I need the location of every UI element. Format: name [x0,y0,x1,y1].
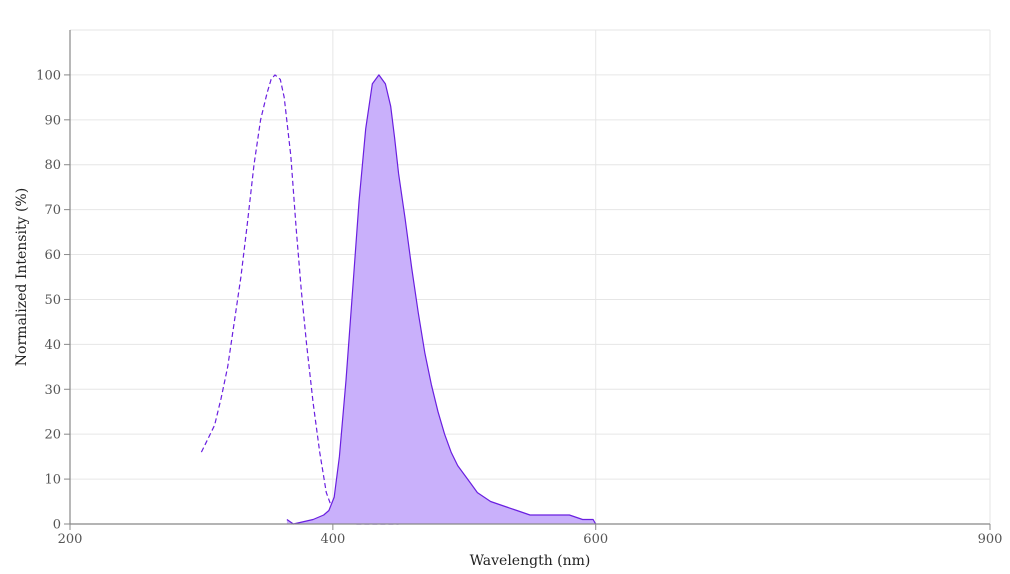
y-tick-label: 90 [44,113,61,128]
x-tick-label: 600 [583,532,608,547]
y-tick-label: 40 [44,338,61,353]
x-axis-ticks: 200 400 600 900 [58,524,1003,547]
x-tick-label: 200 [58,532,83,547]
y-tick-label: 80 [44,158,61,173]
y-tick-label: 100 [36,68,61,83]
x-tick-label: 900 [978,532,1003,547]
emission-area-fill [286,74,596,525]
y-axis-ticks: 0 10 20 30 40 50 60 70 80 90 100 [36,68,70,533]
x-axis-title: Wavelength (nm) [470,553,591,569]
y-tick-label: 30 [44,383,61,398]
spectra-layer [200,74,597,525]
y-tick-label: 70 [44,203,61,218]
y-axis-title: Normalized Intensity (%) [14,188,30,366]
y-tick-label: 0 [53,518,61,533]
y-tick-label: 10 [44,473,61,488]
emission-spectrum-line [286,74,597,525]
y-tick-label: 60 [44,248,61,263]
axes [69,30,990,525]
excitation-spectrum-line [200,74,399,525]
x-tick-label: 400 [320,532,345,547]
grid-lines [70,29,991,524]
y-tick-label: 50 [44,293,61,308]
y-tick-label: 20 [44,428,61,443]
